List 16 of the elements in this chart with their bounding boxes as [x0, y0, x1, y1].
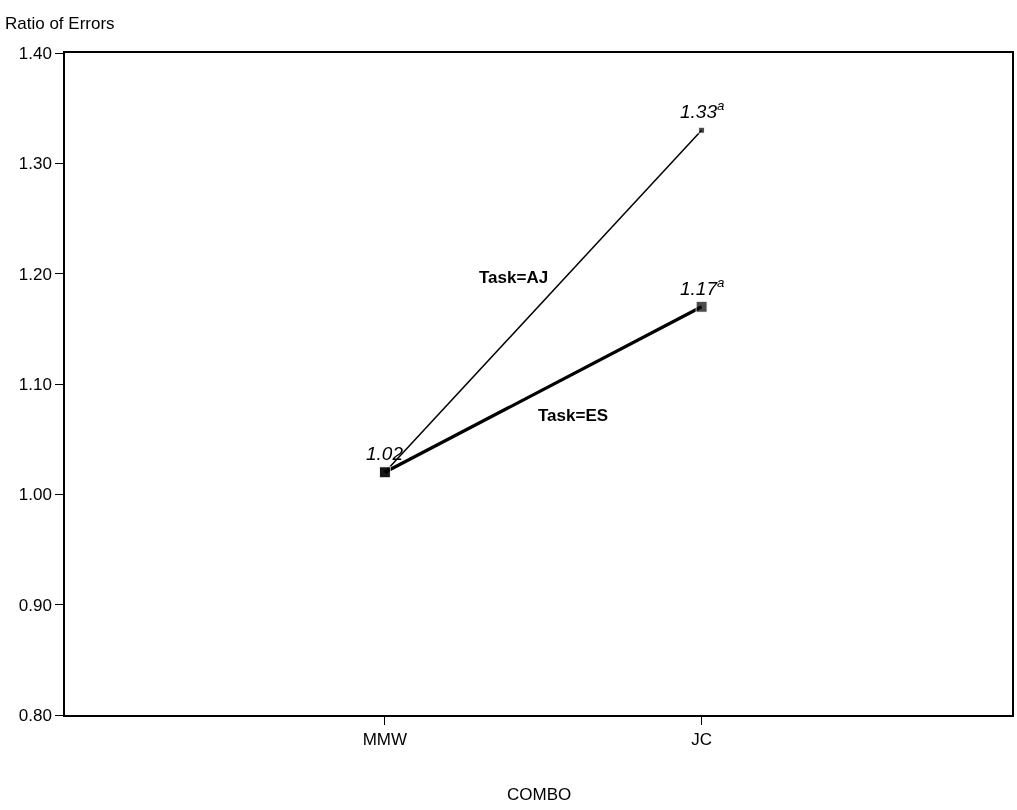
y-tick-label: 1.30	[18, 154, 52, 174]
y-tick-label: 1.00	[18, 485, 52, 505]
y-axis-title: Ratio of Errors	[5, 14, 115, 33]
y-tick-label: 0.90	[18, 595, 52, 615]
y-tick-label: 1.20	[18, 264, 52, 284]
series-label: Task=AJ	[479, 268, 549, 287]
data-label: 1.33$^{a}$	[680, 98, 725, 122]
y-tick-label: 0.80	[18, 705, 52, 725]
x-axis-title: COMBO	[507, 785, 572, 804]
x-tick-label: MMW	[362, 730, 408, 750]
series-label: Task=ES	[538, 406, 609, 425]
data-label: 1.02	[366, 443, 404, 464]
y-tick-label: 1.10	[18, 374, 52, 394]
x-tick-label: JC	[691, 730, 712, 750]
y-tick-label: 1.40	[18, 43, 52, 63]
data-label: 1.17$^{a}$	[680, 275, 725, 299]
